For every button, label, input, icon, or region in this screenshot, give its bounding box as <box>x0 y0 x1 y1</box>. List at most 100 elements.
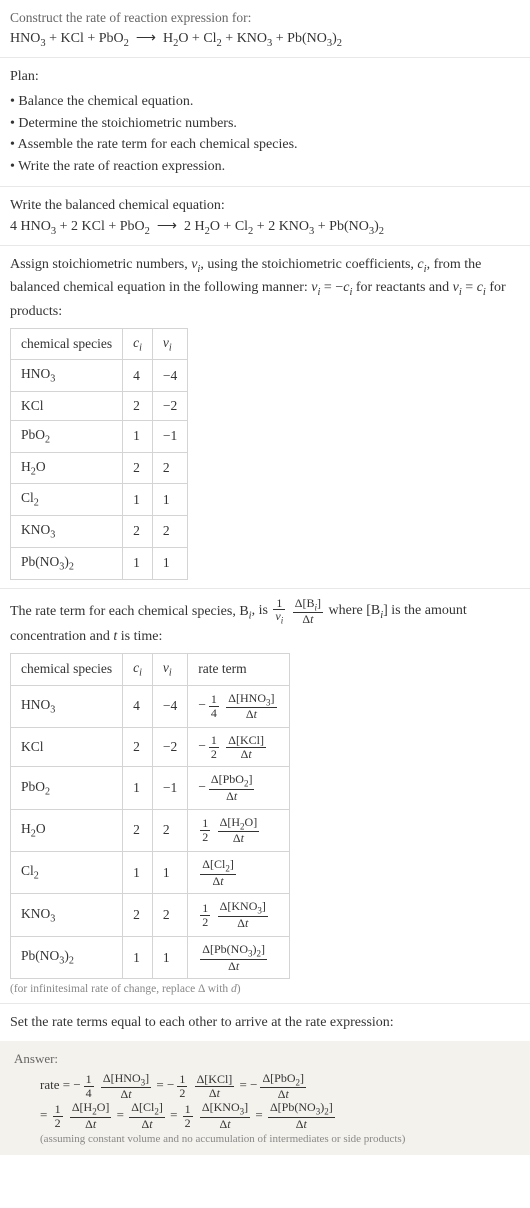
cell-ci: 1 <box>123 484 153 516</box>
cell-rate-term: −12 Δ[KCl]Δt <box>188 728 289 767</box>
cell-ci: 1 <box>123 936 153 978</box>
table-row: Pb(NO3)211 <box>11 547 188 579</box>
table-header-row: chemical species ci νi rate term <box>11 653 290 685</box>
cell-species: H2O <box>11 452 123 484</box>
cell-species: Cl2 <box>11 852 123 894</box>
rate-terms-footnote: (for infinitesimal rate of change, repla… <box>10 983 520 995</box>
table-row: Cl211Δ[Cl2]Δt <box>11 852 290 894</box>
answer-note: (assuming constant volume and no accumul… <box>14 1133 516 1145</box>
table-row: PbO21−1 <box>11 421 188 453</box>
prompt-text: Construct the rate of reaction expressio… <box>10 8 520 28</box>
cell-rate-term: 12 Δ[H2O]Δt <box>188 809 289 851</box>
cell-nui: 1 <box>152 852 187 894</box>
rate-terms-section: The rate term for each chemical species,… <box>0 589 530 1005</box>
cell-ci: 2 <box>123 728 153 767</box>
cell-species: HNO3 <box>11 360 123 392</box>
set-equal-text: Set the rate terms equal to each other t… <box>10 1012 520 1033</box>
table-row: KNO322 <box>11 516 188 548</box>
cell-ci: 2 <box>123 516 153 548</box>
table-row: HNO34−4−14 Δ[HNO3]Δt <box>11 685 290 727</box>
cell-ci: 1 <box>123 547 153 579</box>
answer-box: Answer: rate = −14 Δ[HNO3]Δt = −12 Δ[KCl… <box>0 1041 530 1154</box>
cell-nui: −2 <box>152 392 187 421</box>
col-species: chemical species <box>11 328 123 360</box>
table-row: KNO32212 Δ[KNO3]Δt <box>11 894 290 936</box>
cell-nui: 1 <box>152 484 187 516</box>
plan-section: Plan: Balance the chemical equation. Det… <box>0 58 530 187</box>
rate-intro: The rate term for each chemical species,… <box>10 597 520 647</box>
plan-list: Balance the chemical equation. Determine… <box>10 91 520 178</box>
table-row: Pb(NO3)211Δ[Pb(NO3)2]Δt <box>11 936 290 978</box>
cell-rate-term: −Δ[PbO2]Δt <box>188 767 289 809</box>
cell-nui: 2 <box>152 452 187 484</box>
cell-rate-term: −14 Δ[HNO3]Δt <box>188 685 289 727</box>
col-ci: ci <box>123 653 153 685</box>
stoich-tbody: HNO34−4KCl2−2PbO21−1H2O22Cl211KNO322Pb(N… <box>11 360 188 579</box>
table-row: HNO34−4 <box>11 360 188 392</box>
set-equal-section: Set the rate terms equal to each other t… <box>0 1004 530 1041</box>
cell-species: KCl <box>11 392 123 421</box>
cell-species: Cl2 <box>11 484 123 516</box>
cell-nui: 2 <box>152 809 187 851</box>
cell-nui: 1 <box>152 547 187 579</box>
cell-species: KCl <box>11 728 123 767</box>
cell-ci: 1 <box>123 421 153 453</box>
cell-species: PbO2 <box>11 421 123 453</box>
cell-ci: 2 <box>123 392 153 421</box>
unbalanced-equation: HNO3 + KCl + PbO2 ⟶ H2O + Cl2 + KNO3 + P… <box>10 28 520 49</box>
cell-species: KNO3 <box>11 894 123 936</box>
rate-terms-table: chemical species ci νi rate term HNO34−4… <box>10 653 290 979</box>
answer-equation: rate = −14 Δ[HNO3]Δt = −12 Δ[KCl]Δt = −Δ… <box>14 1067 516 1132</box>
stoich-intro: Assign stoichiometric numbers, νi, using… <box>10 254 520 322</box>
cell-ci: 2 <box>123 452 153 484</box>
cell-species: PbO2 <box>11 767 123 809</box>
cell-ci: 4 <box>123 685 153 727</box>
table-row: PbO21−1−Δ[PbO2]Δt <box>11 767 290 809</box>
stoich-table: chemical species ci νi HNO34−4KCl2−2PbO2… <box>10 328 188 580</box>
stoich-section: Assign stoichiometric numbers, νi, using… <box>0 246 530 589</box>
table-row: H2O2212 Δ[H2O]Δt <box>11 809 290 851</box>
cell-ci: 4 <box>123 360 153 392</box>
cell-species: KNO3 <box>11 516 123 548</box>
cell-ci: 2 <box>123 809 153 851</box>
cell-nui: −1 <box>152 767 187 809</box>
cell-rate-term: 12 Δ[KNO3]Δt <box>188 894 289 936</box>
table-row: H2O22 <box>11 452 188 484</box>
cell-species: Pb(NO3)2 <box>11 936 123 978</box>
balanced-section: Write the balanced chemical equation: 4 … <box>0 187 530 246</box>
table-row: Cl211 <box>11 484 188 516</box>
answer-label: Answer: <box>14 1051 516 1067</box>
cell-nui: 2 <box>152 894 187 936</box>
cell-ci: 1 <box>123 767 153 809</box>
table-row: KCl2−2 <box>11 392 188 421</box>
cell-rate-term: Δ[Pb(NO3)2]Δt <box>188 936 289 978</box>
col-rate-term: rate term <box>188 653 289 685</box>
plan-item: Write the rate of reaction expression. <box>10 156 520 178</box>
cell-ci: 1 <box>123 852 153 894</box>
col-nui: νi <box>152 653 187 685</box>
cell-ci: 2 <box>123 894 153 936</box>
cell-nui: 1 <box>152 936 187 978</box>
answer-line1: rate = −14 Δ[HNO3]Δt = −12 Δ[KCl]Δt = −Δ… <box>40 1071 308 1101</box>
cell-species: HNO3 <box>11 685 123 727</box>
cell-nui: −1 <box>152 421 187 453</box>
cell-species: Pb(NO3)2 <box>11 547 123 579</box>
col-species: chemical species <box>11 653 123 685</box>
rate-intro-pre: The rate term for each chemical species,… <box>10 603 249 618</box>
balanced-heading: Write the balanced chemical equation: <box>10 195 520 216</box>
table-row: KCl2−2−12 Δ[KCl]Δt <box>11 728 290 767</box>
cell-species: H2O <box>11 809 123 851</box>
cell-nui: −2 <box>152 728 187 767</box>
cell-nui: −4 <box>152 685 187 727</box>
plan-item: Assemble the rate term for each chemical… <box>10 134 520 156</box>
col-nui: νi <box>152 328 187 360</box>
answer-line2: = 12 Δ[H2O]Δt = Δ[Cl2]Δt = 12 Δ[KNO3]Δt … <box>40 1101 337 1131</box>
cell-nui: −4 <box>152 360 187 392</box>
rate-terms-tbody: HNO34−4−14 Δ[HNO3]ΔtKCl2−2−12 Δ[KCl]ΔtPb… <box>11 685 290 979</box>
prompt-section: Construct the rate of reaction expressio… <box>0 0 530 58</box>
plan-item: Determine the stoichiometric numbers. <box>10 113 520 135</box>
balanced-equation: 4 HNO3 + 2 KCl + PbO2 ⟶ 2 H2O + Cl2 + 2 … <box>10 216 520 237</box>
col-ci: ci <box>123 328 153 360</box>
plan-item: Balance the chemical equation. <box>10 91 520 113</box>
plan-heading: Plan: <box>10 66 520 87</box>
